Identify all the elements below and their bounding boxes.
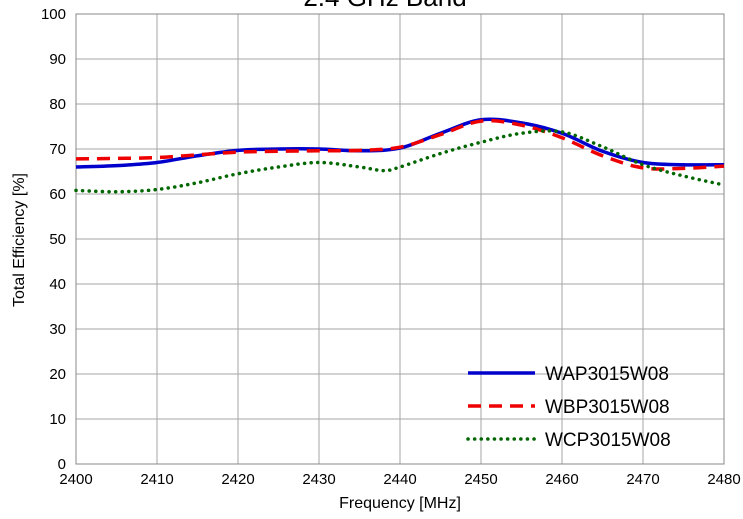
x-tick-label: 2400 <box>59 471 92 488</box>
tick-labels: 0 10 20 30 40 50 60 70 80 90 100 2400 2410 2420 2430 24… <box>41 6 741 488</box>
x-tick-label: 2440 <box>383 471 416 488</box>
y-tick-label: 50 <box>49 231 66 248</box>
y-tick-label: 0 <box>58 456 66 473</box>
x-axis-title: Frequency [MHz] <box>339 495 461 512</box>
y-tick-label: 70 <box>49 141 66 158</box>
y-tick-label: 80 <box>49 96 66 113</box>
y-axis-title: Total Efficiency [%] <box>11 173 28 307</box>
y-tick-label: 30 <box>49 321 66 338</box>
y-tick-label: 100 <box>41 6 66 23</box>
y-tick-label: 40 <box>49 276 66 293</box>
x-tick-label: 2470 <box>626 471 659 488</box>
series-line-wbp3015w08 <box>75 118 725 171</box>
series-layer <box>74 117 726 194</box>
chart-title: 2.4 GHz Band <box>303 0 466 12</box>
series-line-wcp3015w08 <box>74 129 726 194</box>
y-tick-label: 90 <box>49 51 66 68</box>
legend-label: WAP3015W08 <box>545 364 669 385</box>
x-tick-label: 2450 <box>464 471 497 488</box>
legend-label: WBP3015W08 <box>545 397 670 418</box>
x-tick-label: 2410 <box>140 471 173 488</box>
plot-frame <box>75 13 725 465</box>
y-tick-label: 20 <box>49 366 66 383</box>
y-tick-label: 10 <box>49 411 66 428</box>
legend-label: WCP3015W08 <box>545 430 671 451</box>
x-tick-label: 2430 <box>302 471 335 488</box>
legend: WAP3015W08 WBP3015W08 WCP3015W08 <box>466 364 671 451</box>
x-tick-label: 2460 <box>545 471 578 488</box>
y-tick-label: 60 <box>49 186 66 203</box>
x-tick-label: 2480 <box>707 471 740 488</box>
x-tick-label: 2420 <box>221 471 254 488</box>
